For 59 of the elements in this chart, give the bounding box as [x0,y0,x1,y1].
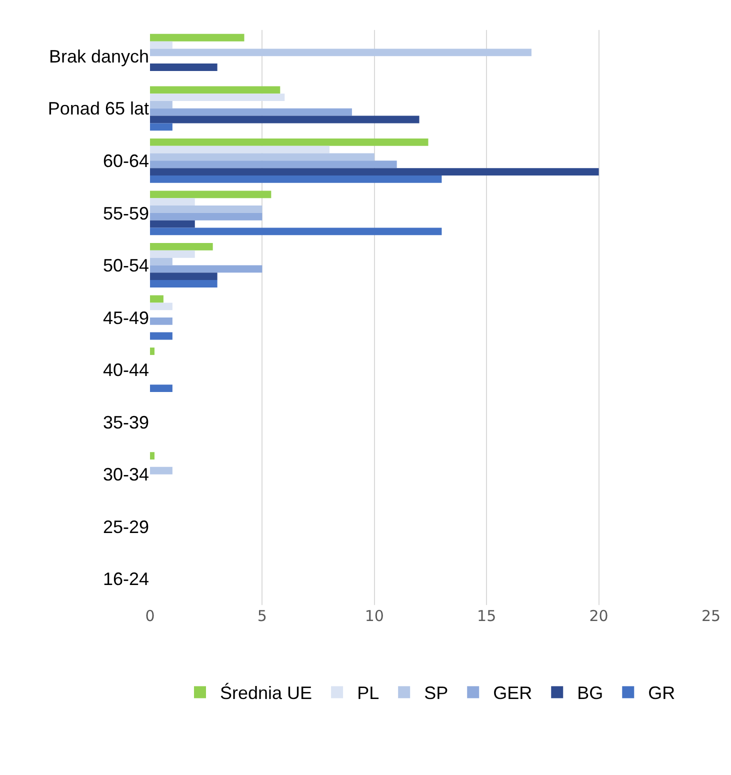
bar [150,272,218,280]
y-tick-label: 40-44 [102,360,149,380]
y-tick-label: 16-24 [102,569,149,590]
bar [150,168,599,176]
bar [150,146,330,154]
y-tick-label: 35-39 [102,412,149,432]
x-tick-label: 5 [257,607,267,625]
x-tick-label: 0 [145,607,155,625]
y-tick-label: 45-49 [102,308,149,328]
bar [150,348,154,355]
x-tick-label: 15 [477,607,496,625]
y-tick-label: 60-64 [102,150,149,171]
y-tick-label: Ponad 65 lat [48,98,149,119]
bar [150,160,397,168]
bar [150,123,172,131]
y-tick-label: Brak danych [48,46,149,66]
bar [150,41,172,49]
bar [150,265,262,273]
y-tick-label: 30-34 [102,464,149,485]
bar [150,48,532,56]
bar [150,295,164,303]
x-tick-label: 25 [701,607,721,625]
x-tick-label: 20 [589,607,608,625]
legend-label: GER [493,683,532,704]
bar [150,332,172,340]
bar [150,318,172,325]
bar [150,86,280,94]
y-tick-label: 25-29 [102,516,149,537]
bar [150,280,218,288]
bar [150,302,172,310]
bar [150,384,172,392]
legend-label: SP [424,683,448,704]
x-tick-label: 10 [364,607,384,625]
bar [150,190,272,198]
legend-label: GR [648,683,676,704]
bar [150,108,352,116]
bar [150,94,285,101]
bar [150,452,154,460]
bar [150,250,195,258]
bar [150,34,244,42]
legend-label: Średnia UE [220,682,312,704]
bar [150,258,172,266]
bar [150,138,428,146]
legend-label: PL [357,683,380,704]
bar [150,466,172,474]
legend-label: BG [577,683,604,704]
bar [150,206,262,213]
bar [150,243,213,250]
bar [150,198,195,206]
bar [150,101,172,108]
bar [150,116,420,124]
bar [150,228,442,236]
y-tick-label: 50-54 [102,256,149,276]
y-tick-label: 55-59 [102,203,149,224]
bar [150,64,218,71]
bar [150,212,262,220]
bar [150,175,442,183]
bar [150,220,195,228]
bar [150,153,374,161]
